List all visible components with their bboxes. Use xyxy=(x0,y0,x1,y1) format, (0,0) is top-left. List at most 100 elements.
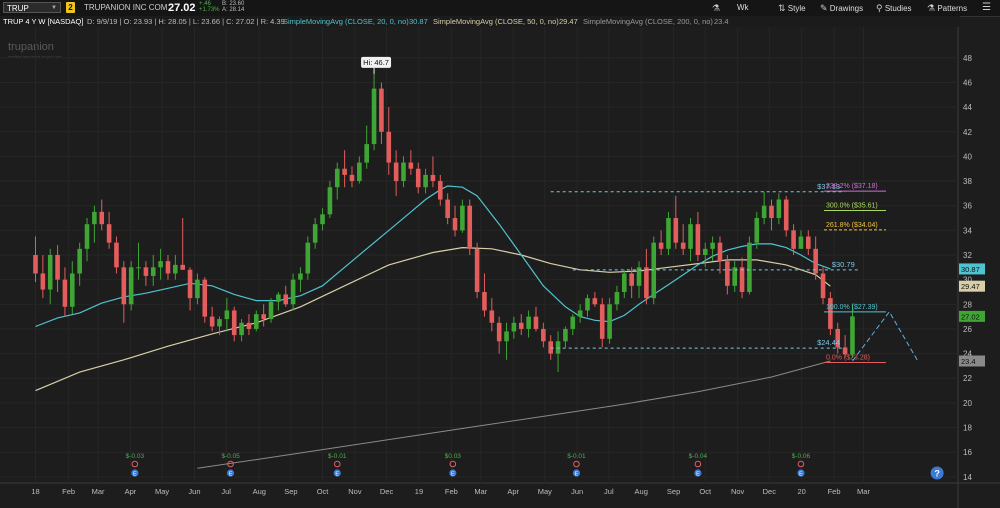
x-tick-label: Dec xyxy=(763,487,777,496)
x-tick-label: 20 xyxy=(798,487,806,496)
candle-body xyxy=(371,88,377,145)
candle-body xyxy=(798,236,804,249)
candle-body xyxy=(224,310,230,320)
fib-label: 0.0% ($23.28) xyxy=(826,354,870,361)
level-label: $30.79 xyxy=(832,260,855,269)
style-button[interactable]: ⇅ Style xyxy=(778,0,806,16)
y-tick-label: 40 xyxy=(963,152,972,161)
candle-body xyxy=(658,242,664,249)
candle-body xyxy=(518,322,524,329)
y-tick-label: 46 xyxy=(963,78,972,87)
ma50-label[interactable]: SimpleMovingAvg (CLOSE, 50, 0, no) xyxy=(433,17,559,26)
x-tick-label: 18 xyxy=(31,487,39,496)
price-badge xyxy=(959,310,985,322)
candle-body xyxy=(702,248,708,255)
candle-body xyxy=(563,328,568,342)
x-tick-label: Sep xyxy=(284,487,297,496)
candle-body xyxy=(739,267,745,292)
candle-body xyxy=(452,218,458,231)
candle-body xyxy=(415,168,421,188)
candle-body xyxy=(496,322,502,342)
candle-body xyxy=(209,316,215,327)
earnings-label: $-0.01 xyxy=(328,453,347,460)
x-tick-label: Oct xyxy=(317,487,330,496)
earnings-icon-glyph: E xyxy=(575,472,579,478)
ask-value: A: 28.14 xyxy=(222,7,245,13)
studies-label: Studies xyxy=(884,4,912,13)
pattern-path xyxy=(852,310,920,363)
x-tick-label: Feb xyxy=(62,487,75,496)
candle-body xyxy=(791,230,796,249)
logo-text: trupanion xyxy=(8,41,54,53)
candle-body xyxy=(33,255,38,274)
candle-body xyxy=(644,267,649,299)
candle-body xyxy=(761,205,767,219)
ma200-label[interactable]: SimpleMovingAvg (CLOSE, 200, 0, no) xyxy=(583,17,713,26)
price-axis[interactable]: 14 16 18 20 22 24 26 28 30 32 34 36 38 40 42 44 46 48 30.8… xyxy=(959,54,985,482)
chart-toolbar: TRUP ▼ 2 TRUPANION INC COM 27.02 +.46 +1… xyxy=(0,0,1000,17)
candle-body xyxy=(290,279,296,305)
candle-body xyxy=(150,267,156,276)
candle-body xyxy=(62,279,68,307)
candle-body xyxy=(165,261,171,274)
fib-label: 261.8% ($34.04) xyxy=(826,222,878,229)
patterns-button[interactable]: ⚗ Patterns xyxy=(927,0,967,16)
drawings-button[interactable]: ✎ Drawings xyxy=(820,0,863,16)
candle-body xyxy=(77,248,82,274)
candle-body xyxy=(401,162,406,182)
candle-body xyxy=(143,267,149,276)
more-menu-icon[interactable]: ☰ xyxy=(982,2,991,13)
x-tick-label: Aug xyxy=(635,487,648,496)
y-tick-label: 44 xyxy=(963,103,972,112)
dividend-icon xyxy=(694,460,702,468)
candle-body xyxy=(55,255,60,280)
earnings-label: $-0.05 xyxy=(221,453,240,460)
y-tick-label: 42 xyxy=(963,128,972,137)
candle-body xyxy=(195,279,200,299)
candle-body xyxy=(526,316,531,329)
candle-body xyxy=(783,199,789,231)
level-label: $37.13 xyxy=(817,182,840,191)
candle-body xyxy=(430,174,436,182)
candle-body xyxy=(636,267,642,286)
price-badge xyxy=(959,280,985,292)
interval-label: Wk xyxy=(737,3,749,12)
candle-body xyxy=(334,168,340,188)
symbol-selector[interactable]: TRUP ▼ xyxy=(3,2,61,13)
fib-label: 300.0% ($35.61) xyxy=(826,203,878,210)
y-tick-label: 24 xyxy=(963,350,972,359)
future-earnings-label: ? xyxy=(934,469,940,479)
candle-body xyxy=(842,347,848,355)
interval-selector[interactable]: Wk xyxy=(737,0,749,16)
high-label: Hi: 46.7 xyxy=(363,58,389,67)
candle-body xyxy=(261,314,266,320)
candle-body xyxy=(577,310,583,317)
price-badge xyxy=(959,355,985,367)
candle-body xyxy=(482,291,487,311)
studies-button[interactable]: ⚲ Studies xyxy=(876,0,912,16)
x-tick-label: Jun xyxy=(188,487,200,496)
earnings-icon-glyph: E xyxy=(335,472,339,478)
candle-body xyxy=(835,328,841,348)
candle-body xyxy=(173,264,178,274)
pencil-icon: ✎ xyxy=(820,3,828,13)
earnings-icon xyxy=(797,469,805,477)
candle-body xyxy=(386,131,392,163)
earnings-label: $-0.04 xyxy=(689,453,708,460)
candle-body xyxy=(695,224,701,255)
candle-body xyxy=(438,181,443,200)
ma20-label[interactable]: SimpleMovingAvg (CLOSE, 20, 0, no) xyxy=(283,17,409,26)
candle-body xyxy=(180,264,185,270)
horizontal-levels: $37.13 $30.79 $24.44 xyxy=(550,182,860,349)
flask-icon[interactable]: ⚗ xyxy=(712,3,721,13)
earnings-icon xyxy=(333,469,341,477)
time-axis[interactable]: 18 Feb Mar Apr May Jun Jul Aug Sep Oct Nov Dec 19 Feb… xyxy=(31,487,870,496)
candle-body xyxy=(379,88,384,132)
link-group-flag[interactable]: 2 xyxy=(66,2,75,13)
y-tick-label: 32 xyxy=(963,251,972,260)
price-badge-label: 30.87 xyxy=(961,265,980,274)
ma50-value: 29.47 xyxy=(559,17,578,26)
y-tick-label: 22 xyxy=(963,374,972,383)
price-chart[interactable]: trupanion medical insurance for your pet… xyxy=(0,27,1000,508)
candle-body xyxy=(305,242,311,274)
